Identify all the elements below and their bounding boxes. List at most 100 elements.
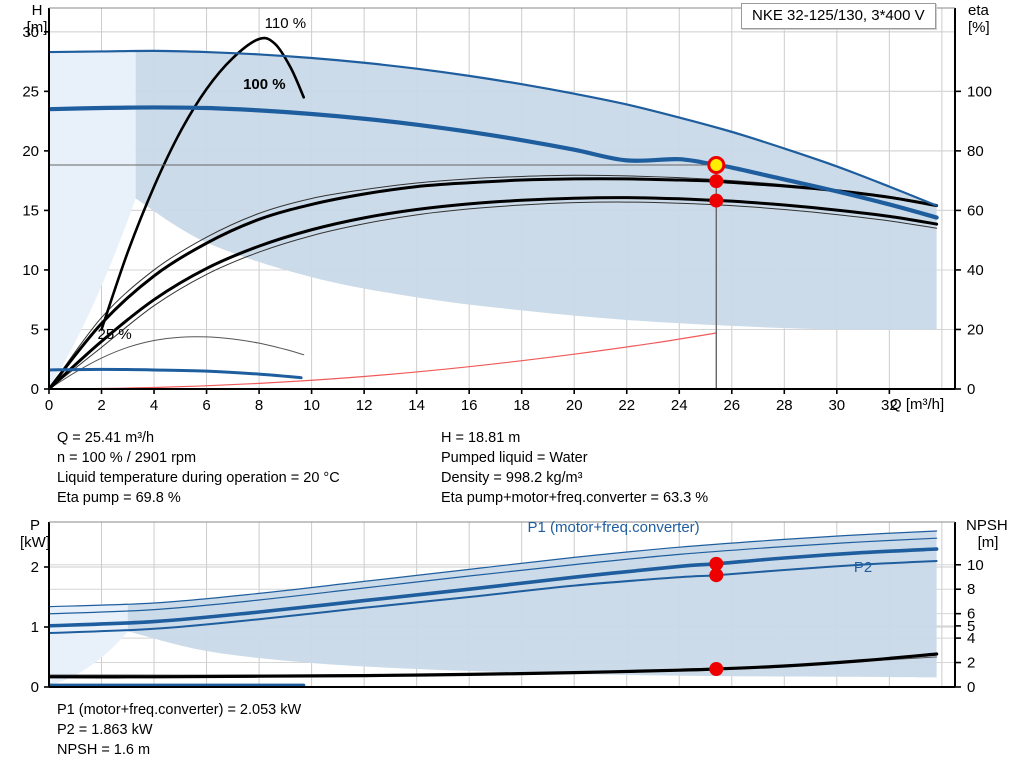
duty-marker-eta-pump xyxy=(709,174,724,189)
tick-label-x: 6 xyxy=(202,397,210,414)
pump-model-label: NKE 32-125/130, 3*400 V xyxy=(752,7,925,24)
curve-h-100- xyxy=(49,105,939,220)
tick-label-y: 15 xyxy=(22,202,39,219)
pump-model-title-box: NKE 32-125/130, 3*400 V xyxy=(741,3,936,29)
tick-label-y2: 8 xyxy=(967,581,975,598)
tick-label-y2: 20 xyxy=(967,321,984,338)
info-npsh: NPSH = 1.6 m xyxy=(57,742,151,758)
top-duty-point-markers xyxy=(49,156,726,389)
curve-eta-pump-motor-fc-thick- xyxy=(49,196,939,389)
curve-eta-25-arc xyxy=(49,336,305,389)
info-q: Q = 25.41 m³/h xyxy=(57,430,155,446)
tick-label-x: 28 xyxy=(776,397,793,414)
top-y-axis-title: H [m] xyxy=(22,2,52,36)
tick-label-y2: 40 xyxy=(967,262,984,279)
info-temp: Liquid temperature during operation = 20… xyxy=(57,470,340,486)
top-curve-annotations: 110 % 100 % 25 % xyxy=(98,15,307,343)
bottom-y-axis-title: P [kW] xyxy=(18,517,52,551)
tick-label-y: 10 xyxy=(22,262,39,279)
tick-label-x: 14 xyxy=(408,397,425,414)
tick-label-y2: 80 xyxy=(967,143,984,160)
tick-label-x: 10 xyxy=(303,397,320,414)
curve-eta-crossing xyxy=(100,36,306,331)
duty-marker-p2 xyxy=(709,568,724,583)
tick-label-y2: 6 xyxy=(967,606,975,623)
bottom-curve-annotations: P1 (motor+freq.converter) P2 xyxy=(528,519,873,576)
tick-label-y: 20 xyxy=(22,143,39,160)
top-y2-axis-title: eta [%] xyxy=(968,2,1018,36)
curve-p1-motor-freq-converter- xyxy=(49,547,939,628)
tick-label-x: 26 xyxy=(723,397,740,414)
curve-p1-upper-envelope xyxy=(49,530,938,608)
tick-label-y: 1 xyxy=(31,619,39,636)
power-npsh-chart-svg: 0 1 2 0 2 456 8 10 P1 (motor+freq.converter) P2 xyxy=(31,519,984,696)
tick-label-y2: 0 xyxy=(967,679,975,696)
top-y-axis-unit: [m] xyxy=(26,19,48,36)
duty-info-right-column: H = 18.81 m Pumped liquid = Water Densit… xyxy=(441,428,708,508)
top-y2-axis-symbol: eta xyxy=(968,2,989,19)
curve-eta-thin-lower xyxy=(49,201,938,389)
tick-label-y2: 5 xyxy=(967,618,975,635)
tick-label-x: 0 xyxy=(45,397,53,414)
bottom-y2-axis-unit: [m] xyxy=(977,534,999,551)
top-curves xyxy=(49,36,939,389)
duty-info-left-column: Q = 25.41 m³/h n = 100 % / 2901 rpm Liqu… xyxy=(57,428,340,508)
tick-label-y2: 10 xyxy=(967,557,984,574)
tick-label-x: 22 xyxy=(618,397,635,414)
top-operating-bands xyxy=(49,50,937,387)
tick-label-x: 16 xyxy=(461,397,478,414)
info-h: H = 18.81 m xyxy=(441,430,521,446)
curve-npsh xyxy=(49,652,939,679)
curve-p1-second-envelope xyxy=(49,537,938,615)
tick-label-y: 2 xyxy=(31,559,39,576)
top-y-axis-symbol: H xyxy=(31,2,43,19)
tick-label-x: 2 xyxy=(97,397,105,414)
annotation-p1-motor-freq-converter: P1 (motor+freq.converter) xyxy=(528,519,700,536)
bottom-y2-axis-symbol: NPSH xyxy=(966,517,1008,534)
info-eta-pump: Eta pump = 69.8 % xyxy=(57,490,181,506)
info-p2: P2 = 1.863 kW xyxy=(57,722,153,738)
top-x-axis-title: Q [m³/h] xyxy=(890,396,945,413)
info-p1: P1 (motor+freq.converter) = 2.053 kW xyxy=(57,702,302,718)
bottom-duty-point-markers xyxy=(709,556,724,676)
curve-h-110- xyxy=(49,49,938,207)
bottom-curves xyxy=(49,530,939,687)
tick-label-y2: 100 xyxy=(967,83,992,100)
tick-label-x: 4 xyxy=(150,397,158,414)
power-info-block: P1 (motor+freq.converter) = 2.053 kW P2 … xyxy=(57,700,301,760)
tick-label-x: 8 xyxy=(255,397,263,414)
tick-label-x: 24 xyxy=(671,397,688,414)
annotation-p2: P2 xyxy=(854,559,872,576)
tick-label-x: 32 xyxy=(881,397,898,414)
info-density: Density = 998.2 kg/m³ xyxy=(441,470,583,486)
duty-marker-npsh xyxy=(709,662,724,676)
tick-label-y: 0 xyxy=(31,679,39,696)
head-efficiency-chart-svg: 0 2 4 6 8 10 12 14 16 18 20 22 24 26 28 30 3205101520253… xyxy=(22,7,992,414)
tick-label-y2: 2 xyxy=(967,655,975,672)
tick-label-y2: 60 xyxy=(967,202,984,219)
annotation-110-: 110 % xyxy=(265,15,306,32)
tick-label-x: 30 xyxy=(828,397,845,414)
tick-label-y: 30 xyxy=(22,24,39,41)
curve-p2 xyxy=(49,560,938,634)
bottom-y-axis-unit: [kW] xyxy=(20,534,50,551)
bottom-axes: 0 1 2 0 2 456 8 10 xyxy=(31,521,984,696)
annotation-100-: 100 % xyxy=(243,76,286,93)
info-n: n = 100 % / 2901 rpm xyxy=(57,450,197,466)
tick-label-x: 18 xyxy=(513,397,530,414)
tick-label-y: 0 xyxy=(31,381,39,398)
head-efficiency-chart: 0 2 4 6 8 10 12 14 16 18 20 22 24 26 28 30 32 0 5 10 15 20 25 3… xyxy=(22,2,1018,414)
annotation-25-: 25 % xyxy=(98,326,132,343)
tick-label-x: 12 xyxy=(356,397,373,414)
duty-marker-eta-total xyxy=(709,193,724,208)
tick-label-y: 5 xyxy=(31,321,39,338)
curve-eta-pump-thick- xyxy=(49,177,939,389)
duty-marker-head xyxy=(707,156,726,175)
top-y2-axis-unit: [%] xyxy=(968,19,990,36)
duty-marker-p1 xyxy=(709,556,724,571)
info-eta-total: Eta pump+motor+freq.converter = 63.3 % xyxy=(441,490,709,506)
power-npsh-chart: 0 1 2 0 2 4 5 6 8 10 P1 (motor+freq.converter) P2 … xyxy=(0,515,1024,700)
operating-band-low-speed xyxy=(49,50,136,387)
tick-label-y2: 4 xyxy=(967,630,975,647)
